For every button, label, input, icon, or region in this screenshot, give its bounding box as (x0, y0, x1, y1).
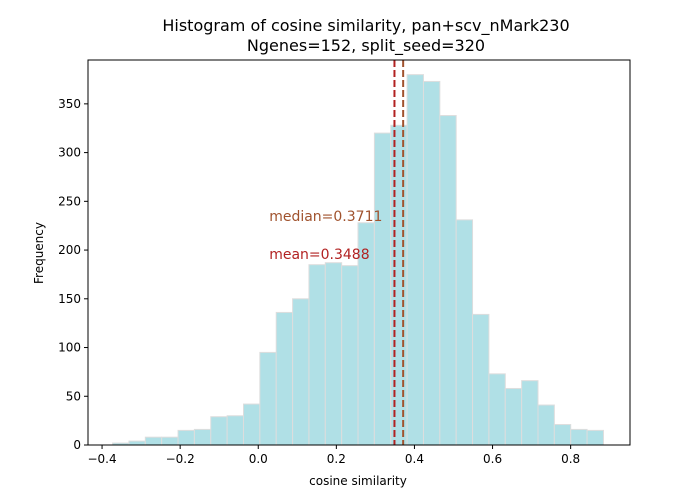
histogram-bar (128, 440, 146, 446)
histogram-bar (308, 264, 326, 446)
x-axis-label: cosine similarity (309, 474, 407, 488)
x-tick-label: −0.2 (166, 452, 195, 466)
histogram-bar (390, 124, 408, 446)
histogram-bar (553, 424, 572, 446)
histogram-bar (570, 428, 588, 446)
histogram-bar (455, 219, 474, 446)
histogram-bar (504, 387, 523, 446)
y-axis-ticks: 0 50 100 150 200 250 300 350 (58, 97, 88, 452)
histogram-bar (472, 313, 490, 446)
stat-annotation: median=0.3711 (269, 209, 382, 225)
chart-subtitle: Ngenes=152, split_seed=320 (247, 36, 485, 56)
y-axis-label: Frequency (32, 222, 46, 284)
x-tick-label: 0.8 (561, 452, 580, 466)
histogram-bar (373, 132, 392, 446)
histogram-bar (193, 428, 212, 446)
y-tick-label: 50 (66, 389, 81, 403)
histogram-bar (161, 436, 179, 446)
histogram-bar (144, 436, 163, 446)
x-tick-label: 0.2 (327, 452, 346, 466)
histogram-bar (439, 115, 457, 446)
stat-lines: median=0.3711 mean=0.3488 (269, 60, 405, 445)
histogram-bar (521, 380, 539, 446)
y-tick-label: 250 (58, 194, 81, 208)
y-tick-label: 0 (73, 438, 81, 452)
x-tick-label: 0.6 (483, 452, 502, 466)
plot-frame (87, 59, 631, 446)
histogram-bar (488, 373, 506, 446)
histogram-bar (259, 351, 277, 446)
stat-annotation: mean=0.3488 (269, 247, 369, 263)
y-tick-label: 300 (58, 146, 81, 160)
y-tick-label: 150 (58, 292, 81, 306)
x-axis-ticks: −0.4 −0.2 0.0 0.2 0.4 0.6 0.8 (87, 445, 580, 466)
y-tick-label: 350 (58, 97, 81, 111)
x-tick-label: 0.4 (405, 452, 424, 466)
histogram-bar (242, 403, 261, 446)
y-tick-label: 100 (58, 341, 81, 355)
chart-title: Histogram of cosine similarity, pan+scv_… (162, 16, 569, 36)
histogram-bar (341, 265, 359, 446)
histogram-bar (210, 416, 228, 446)
histogram-bar (406, 74, 424, 446)
y-tick-label: 200 (58, 243, 81, 257)
histogram-bar (324, 262, 343, 446)
histogram-bar (226, 415, 244, 446)
histogram-bar (177, 429, 195, 446)
histogram-bar (422, 80, 441, 446)
histogram-bar (537, 404, 555, 446)
x-tick-label: −0.4 (87, 452, 116, 466)
x-tick-label: 0.0 (249, 452, 268, 466)
histogram-bar (586, 429, 604, 446)
histogram-bar (275, 311, 294, 446)
histogram-bar (292, 298, 310, 446)
